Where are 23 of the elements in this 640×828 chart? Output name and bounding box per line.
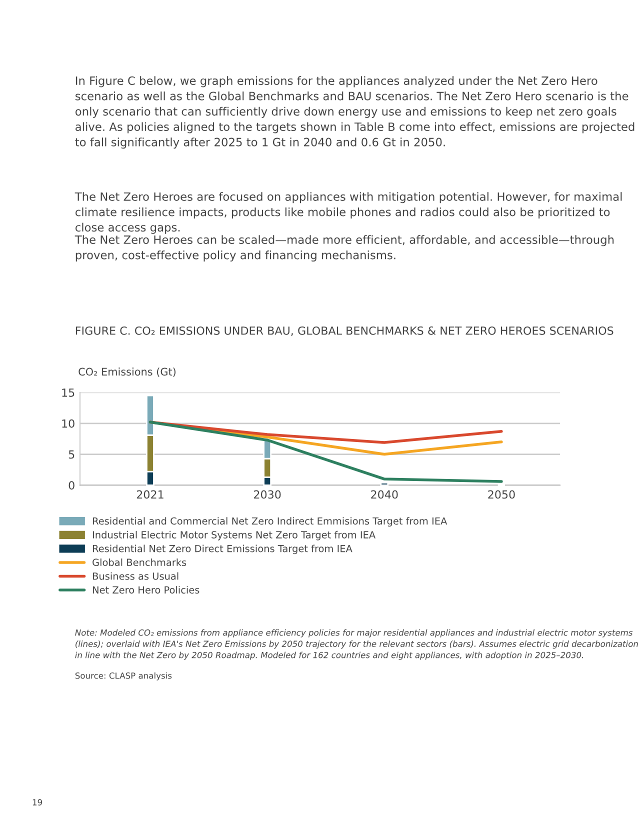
legend-label: Global Benchmarks [92,558,186,566]
chart-title: FIGURE C. CO₂ EMISSIONS UNDER BAU, GLOBAL BENCHMARKS & NET ZERO HEROES SCENARIOS [76,326,614,336]
y-axis-title: CO₂ Emissions (Gt) [78,368,176,377]
legend-label: Residential and Commercial Net Zero Indirect Emmisions Target from IEA [92,517,448,527]
text: The Net Zero Heroes can be scaled—made more efficient, affordable, and accessible—through proven, cost-effective policy and financing mechanisms. [74,235,614,262]
legend-label: Business as Usual [92,572,178,580]
text: In Figure C below, we graph emissions for the appliances analyzed under the Net Zero Hero scenario as well as the Global Benchmarks and BAU scenarios. The Net Zero Hero scenario is the only scenario that can sufficiently drive down energy use and emissions to keep net zero goals alive. As policies aligned to the targets shown in Table B come into effect, emissions are projected to fall significantly after 2025 to 1 Gt in 2040 and 0.6 Gt in 2050. [75,76,634,149]
x-tick-label: 2050 [488,490,515,499]
x-tick-label: 2030 [254,490,281,499]
legend-label: Residential Net Zero Direct Emissions Target from IEA [92,544,352,554]
y-tick-label: 0 [68,481,74,490]
x-tick-label: 2021 [136,490,164,499]
legend-label: Net Zero Hero Policies [92,586,200,594]
y-tick-label: 15 [62,388,74,397]
text: 19 [32,799,42,806]
source-note: Source: CLASP analysis [75,672,172,680]
text: The Net Zero Heroes are focused on appliances with mitigation potential. However, for maximal climate resilience impacts, products like mobile phones and radios could also be prioritized to close access gaps. [74,192,622,234]
legend-label: Industrial Electric Motor Systems Net Zero Target from IEA [92,530,376,540]
line-series [148,420,503,483]
y-tick-label: 5 [68,450,74,459]
y-tick-label: 10 [62,419,74,428]
x-tick-label: 2040 [371,490,398,499]
text: Note: Modeled CO₂ emissions from appliance efficiency policies for major residential appliances and industrial electric motor systems (lines); overlaid with IEA's Net Zero Emissions by 2050 trajectory for the relevant sectors (bars). Assumes electric grid decarbonization in line with the Net Zero by 2050 Roadmap. Modeled for 162 countries and eight appliances, with adoption in 2025–2030. [75,629,638,660]
